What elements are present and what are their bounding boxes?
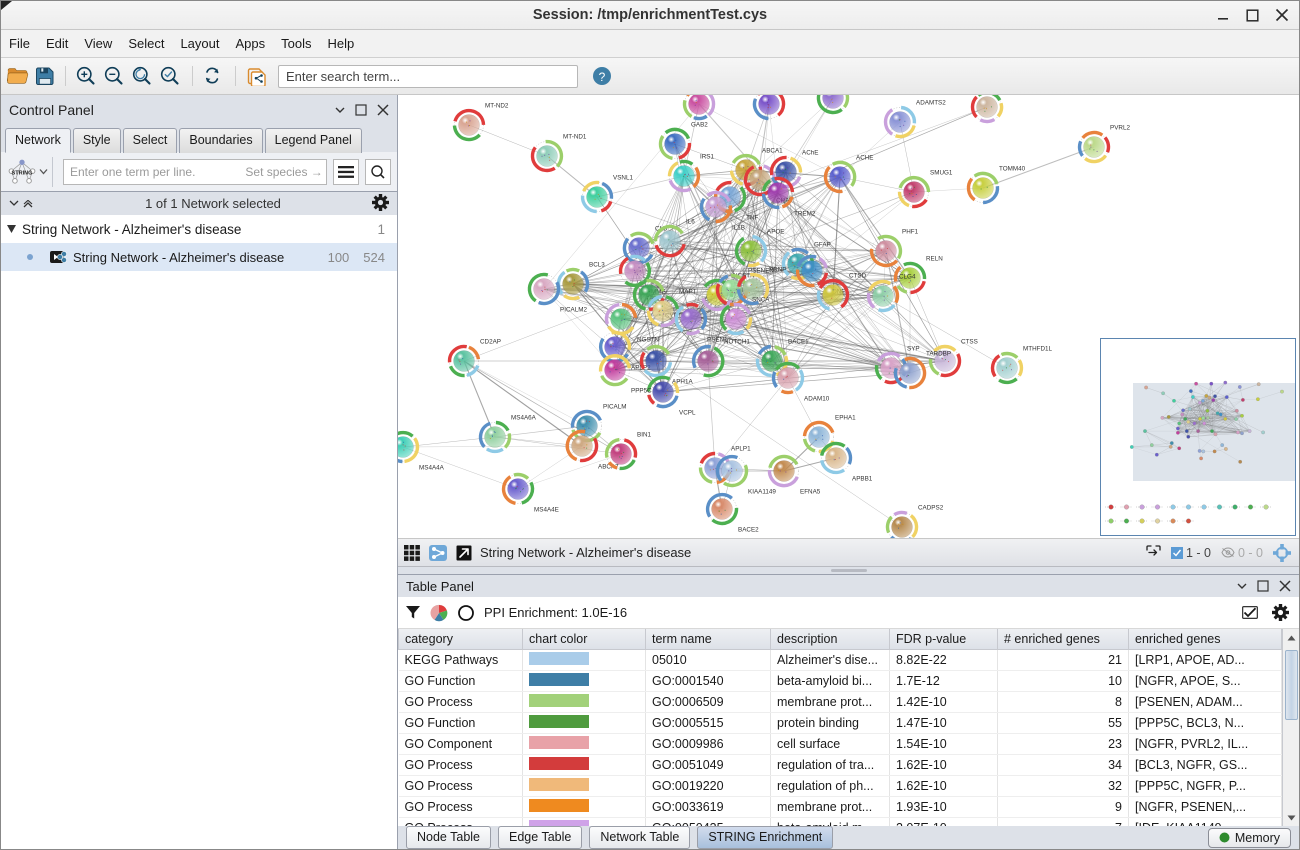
svg-text:TARDBP: TARDBP — [926, 351, 951, 358]
svg-text:CD2AP: CD2AP — [480, 339, 501, 346]
svg-text:MT-ND1: MT-ND1 — [563, 134, 587, 141]
svg-text:SMUG1: SMUG1 — [930, 170, 953, 177]
svg-text:BACE2: BACE2 — [738, 527, 759, 534]
svg-text:PICALM: PICALM — [603, 404, 626, 411]
svg-text:IL6: IL6 — [686, 219, 695, 226]
svg-text:GAB2: GAB2 — [691, 122, 708, 129]
svg-text:GFAP: GFAP — [814, 242, 831, 249]
svg-text:TNF: TNF — [746, 215, 758, 222]
svg-text:VSNL1: VSNL1 — [613, 175, 633, 182]
svg-text:CTSD: CTSD — [849, 273, 867, 280]
svg-text:NOTCH1: NOTCH1 — [724, 339, 750, 346]
svg-text:?: ? — [599, 70, 606, 84]
svg-text:ADAMTS2: ADAMTS2 — [916, 100, 946, 107]
svg-text:MS4A6A: MS4A6A — [511, 415, 537, 422]
svg-text:KIAA1149: KIAA1149 — [748, 489, 776, 496]
svg-text:CADPS2: CADPS2 — [918, 505, 944, 512]
svg-text:IRS1: IRS1 — [700, 154, 714, 161]
svg-text:MAPT: MAPT — [679, 289, 697, 296]
svg-text:EFNA5: EFNA5 — [800, 489, 821, 496]
svg-text:APOE: APOE — [767, 229, 785, 236]
svg-text:BIN1: BIN1 — [637, 432, 651, 439]
svg-text:PPP5C: PPP5C — [631, 388, 652, 395]
svg-text:ACHE: ACHE — [856, 155, 874, 162]
svg-text:MTHFD1L: MTHFD1L — [1023, 346, 1053, 353]
svg-text:AChE: AChE — [802, 150, 818, 157]
svg-text:PICALM2: PICALM2 — [560, 307, 587, 314]
svg-text:SNCA: SNCA — [752, 297, 770, 304]
svg-text:MT-ND2: MT-ND2 — [485, 103, 509, 110]
svg-text:MS4A4A: MS4A4A — [419, 465, 445, 472]
svg-text:EPHA1: EPHA1 — [835, 415, 856, 422]
svg-text:VCPL: VCPL — [679, 410, 696, 417]
svg-text:TREM2: TREM2 — [794, 211, 816, 218]
svg-text:NGSTN: NGSTN — [637, 337, 659, 344]
svg-text:TOMM40: TOMM40 — [999, 166, 1026, 173]
svg-text:APBB1: APBB1 — [852, 476, 873, 483]
svg-text:SYP: SYP — [907, 346, 920, 353]
svg-text:IL1B: IL1B — [732, 225, 745, 232]
svg-text:CTSS: CTSS — [961, 339, 978, 346]
svg-text:PHF1: PHF1 — [902, 229, 919, 236]
svg-text:BCL3: BCL3 — [589, 262, 605, 269]
svg-text:ADAM10: ADAM10 — [804, 396, 830, 403]
svg-text:PVRL2: PVRL2 — [1110, 125, 1130, 132]
svg-text:BACE1: BACE1 — [788, 339, 809, 346]
svg-text:STRING: STRING — [12, 170, 33, 176]
svg-text:CLG4: CLG4 — [899, 274, 916, 281]
svg-text:PRNP: PRNP — [769, 267, 787, 274]
svg-text:APLP1: APLP1 — [731, 446, 751, 453]
svg-text:ABCA1: ABCA1 — [762, 148, 783, 155]
svg-text:RELN: RELN — [926, 256, 943, 263]
svg-text:MS4A4E: MS4A4E — [534, 507, 559, 514]
